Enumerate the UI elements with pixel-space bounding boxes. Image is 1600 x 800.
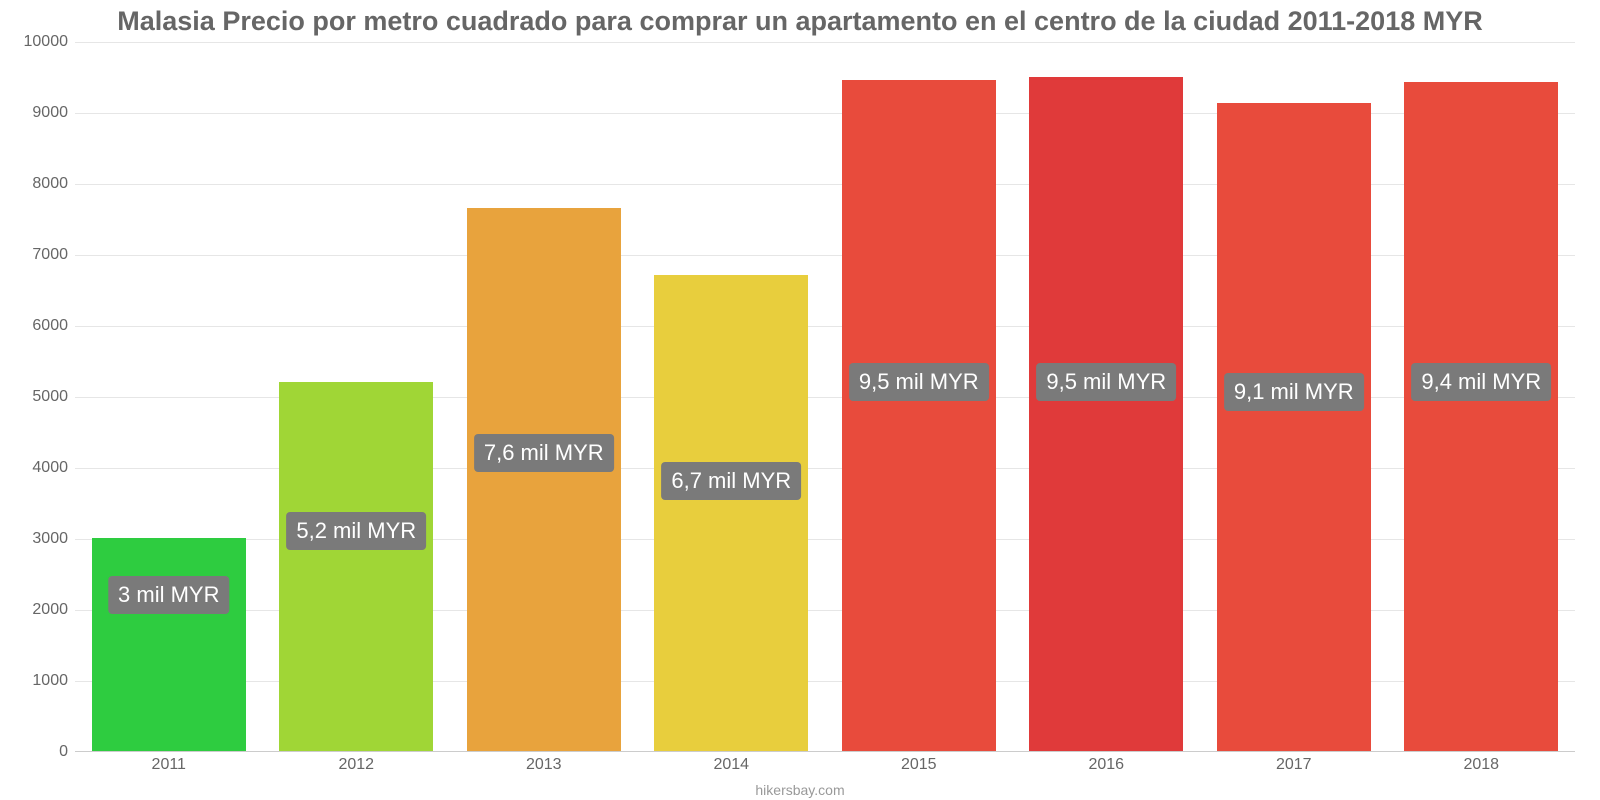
source-attribution: hikersbay.com bbox=[0, 782, 1600, 798]
bar-value-label: 7,6 mil MYR bbox=[474, 434, 614, 472]
x-tick-label: 2015 bbox=[825, 756, 1013, 774]
x-axis-labels: 20112012201320142015201620172018 bbox=[75, 756, 1575, 774]
x-tick-label: 2013 bbox=[450, 756, 638, 774]
bar bbox=[1217, 103, 1371, 751]
y-tick-label: 2000 bbox=[8, 601, 68, 619]
chart-title: Malasia Precio por metro cuadrado para c… bbox=[0, 6, 1600, 37]
x-tick-label: 2011 bbox=[75, 756, 263, 774]
bar bbox=[1404, 82, 1558, 751]
bar bbox=[654, 275, 808, 751]
chart-container: Malasia Precio por metro cuadrado para c… bbox=[0, 0, 1600, 800]
bar-value-label: 9,5 mil MYR bbox=[1036, 363, 1176, 401]
x-tick-label: 2014 bbox=[638, 756, 826, 774]
bar-value-label: 6,7 mil MYR bbox=[661, 462, 801, 500]
y-tick-label: 0 bbox=[8, 743, 68, 761]
bar-slot: 7,6 mil MYR bbox=[450, 42, 638, 751]
x-tick-label: 2017 bbox=[1200, 756, 1388, 774]
bar-slot: 6,7 mil MYR bbox=[638, 42, 826, 751]
x-tick-label: 2016 bbox=[1013, 756, 1201, 774]
y-tick-label: 10000 bbox=[8, 33, 68, 51]
bar-value-label: 3 mil MYR bbox=[108, 576, 229, 614]
bar-value-label: 9,4 mil MYR bbox=[1411, 363, 1551, 401]
x-tick-label: 2018 bbox=[1388, 756, 1576, 774]
y-tick-label: 5000 bbox=[8, 388, 68, 406]
bar bbox=[279, 382, 433, 751]
y-tick-label: 3000 bbox=[8, 530, 68, 548]
y-tick-label: 9000 bbox=[8, 104, 68, 122]
bar bbox=[1029, 77, 1183, 752]
bar-value-label: 9,1 mil MYR bbox=[1224, 373, 1364, 411]
bar bbox=[467, 208, 621, 751]
x-tick-label: 2012 bbox=[263, 756, 451, 774]
bar-slot: 3 mil MYR bbox=[75, 42, 263, 751]
bar-value-label: 5,2 mil MYR bbox=[286, 512, 426, 550]
y-tick-label: 4000 bbox=[8, 459, 68, 477]
bar-slot: 5,2 mil MYR bbox=[263, 42, 451, 751]
bar-value-label: 9,5 mil MYR bbox=[849, 363, 989, 401]
bar-slot: 9,5 mil MYR bbox=[1013, 42, 1201, 751]
bar bbox=[92, 538, 246, 751]
bar-slot: 9,5 mil MYR bbox=[825, 42, 1013, 751]
y-tick-label: 1000 bbox=[8, 672, 68, 690]
bar-slot: 9,1 mil MYR bbox=[1200, 42, 1388, 751]
plot-area: 3 mil MYR 5,2 mil MYR 7,6 mil MYR 6,7 mil M… bbox=[75, 42, 1575, 752]
y-tick-label: 8000 bbox=[8, 175, 68, 193]
bar bbox=[842, 80, 996, 751]
y-tick-label: 7000 bbox=[8, 246, 68, 264]
bars-row: 3 mil MYR 5,2 mil MYR 7,6 mil MYR 6,7 mil M… bbox=[75, 42, 1575, 751]
bar-slot: 9,4 mil MYR bbox=[1388, 42, 1576, 751]
y-tick-label: 6000 bbox=[8, 317, 68, 335]
